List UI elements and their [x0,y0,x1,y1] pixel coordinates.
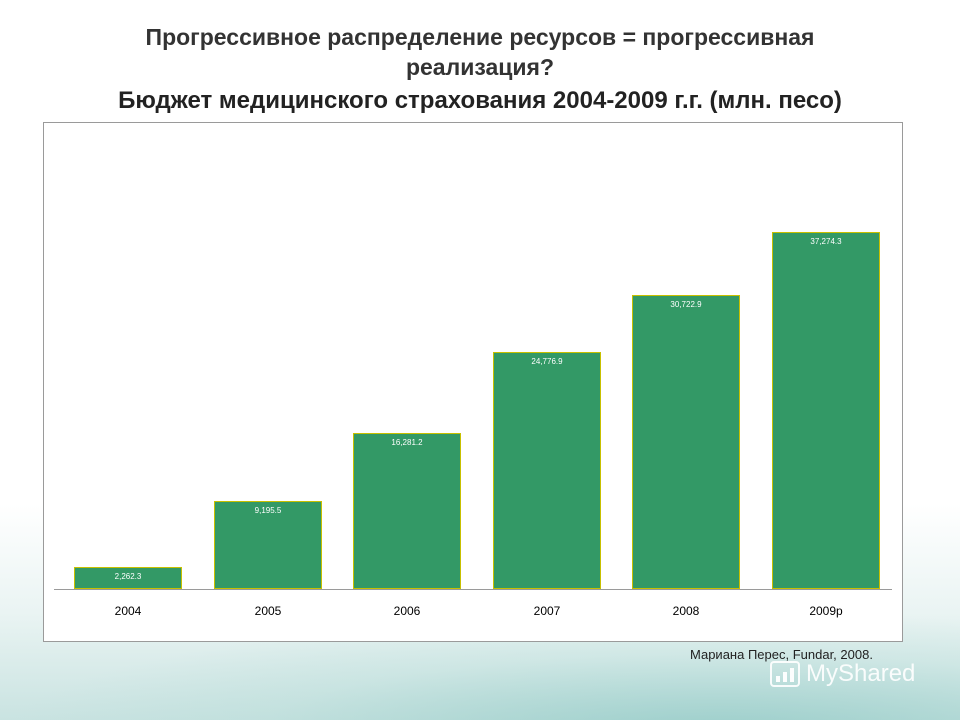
watermark-text: MyShared [806,660,916,687]
slide-title-line1: Прогрессивное распределение ресурсов = п… [145,24,815,50]
bar-2004 [74,567,182,589]
x-tick-label-2008: 2008 [672,604,700,618]
watermark: MyShared [770,660,915,688]
bar-2007 [493,352,601,589]
bar-chart: 2,262.3 2004 9,195.5 2005 16,281.2 2006 24,776… [43,122,903,642]
x-tick-label-2009p: 2009p [809,604,843,618]
data-label-2004: 2,262.3 [114,572,142,581]
bar-2006 [353,433,461,589]
slide-title-line2: реализация? [405,54,555,80]
data-label-2007: 24,776.9 [531,357,563,366]
watermark-icon [770,661,800,687]
bar-2009p [772,232,880,589]
x-tick-label-2004: 2004 [114,604,142,618]
bar-2008 [632,295,740,589]
data-label-2006: 16,281.2 [391,438,423,447]
data-label-2009p: 37,274.3 [810,237,842,246]
x-axis-line [54,589,892,590]
data-label-2005: 9,195.5 [254,506,282,515]
x-tick-label-2006: 2006 [393,604,421,618]
data-label-2008: 30,722.9 [670,300,702,309]
bar-2005 [214,501,322,589]
slide-subtitle: Бюджет медицинского страхования 2004-200… [118,87,842,114]
x-tick-label-2007: 2007 [533,604,561,618]
source-citation: Мариана Перес, Fundar, 2008. [690,647,873,662]
x-tick-label-2005: 2005 [254,604,282,618]
